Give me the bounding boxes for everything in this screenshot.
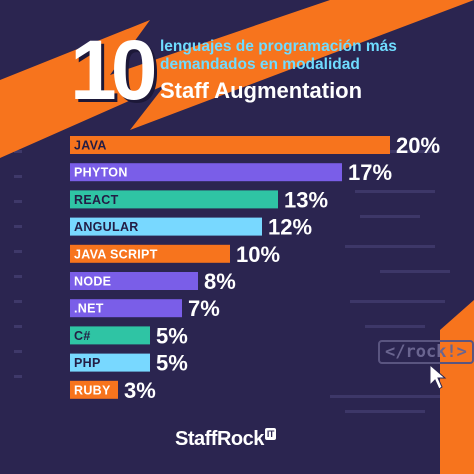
value-label-0: 20% [396,133,440,158]
subtitle-line-2: demandados en modalidad [160,56,360,73]
rock-tag: </rock!> [378,340,474,364]
bar-label-5: NODE [74,275,111,289]
bar-3 [70,217,262,236]
bar-label-6: .NET [74,302,104,316]
logo-badge: IT [264,428,276,440]
subtitle: lenguajes de programación más demandados… [160,38,460,74]
bar-7 [70,326,150,345]
bar-5 [70,272,198,290]
orange-stripe-right [440,300,474,474]
value-label-7: 5% [156,323,188,348]
value-label-4: 10% [236,242,280,267]
staffrock-logo: StaffRock IT [175,428,276,451]
value-label-8: 5% [156,351,188,376]
bar-9 [70,380,118,399]
value-label-9: 3% [124,378,156,403]
value-label-3: 12% [268,215,312,240]
bar-label-7: C# [74,329,91,343]
bar-label-9: RUBY [74,383,111,397]
bar-4 [70,244,230,263]
bar-2 [70,190,278,209]
value-label-1: 17% [348,160,392,185]
orange-stripe [0,0,474,158]
bar-8 [70,353,150,372]
logo-text: StaffRock [175,428,264,450]
subtitle-line-1: lenguajes de programación más [160,38,397,55]
value-label-2: 13% [284,187,328,212]
bar-label-4: JAVA SCRIPT [74,247,158,261]
cursor-arrow-icon [429,363,447,390]
subtitle-strong: Staff Augmentation [160,78,363,103]
value-label-6: 7% [188,296,220,321]
bar-label-0: JAVA [74,139,107,153]
bar-label-1: PHYTON [74,166,128,180]
bar-1 [70,163,342,182]
bar-label-3: ANGULAR [74,220,139,234]
bar-label-2: REACT [74,193,119,207]
value-label-5: 8% [204,269,236,294]
big-number: 10 [70,23,157,117]
header: 10 lenguajes de programación más demanda… [0,0,474,117]
bar-0 [70,136,390,154]
bar-label-8: PHP [74,356,101,370]
bar-6 [70,299,182,318]
